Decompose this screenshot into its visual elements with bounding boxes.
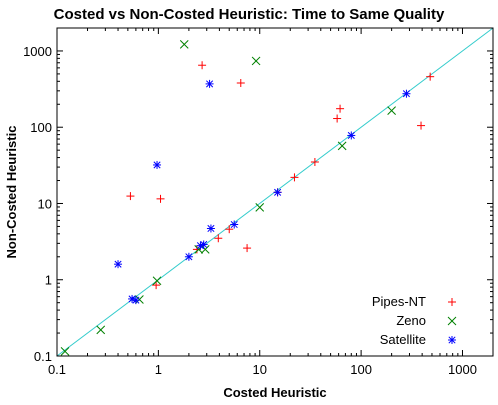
plot-frame <box>56 27 494 357</box>
data-point <box>225 225 234 234</box>
data-point <box>198 61 207 70</box>
data-point <box>402 89 411 98</box>
data-point <box>205 79 214 88</box>
data-point <box>152 276 162 286</box>
data-point <box>114 260 123 269</box>
x-axis-label: Costed Heuristic <box>223 385 326 400</box>
y-tick-label: 10 <box>38 196 52 211</box>
data-point <box>243 244 252 253</box>
data-point <box>152 281 161 290</box>
data-point <box>336 104 345 113</box>
axis-ticks <box>56 27 494 357</box>
data-point <box>236 79 245 88</box>
data-point <box>200 245 210 254</box>
data-point <box>387 106 396 115</box>
data-point <box>310 157 319 166</box>
data-point <box>179 40 189 49</box>
data-point <box>290 173 299 182</box>
x-tick-label: 0.1 <box>48 362 66 377</box>
data-point <box>60 347 70 356</box>
y-tick-label: 1000 <box>23 44 52 59</box>
data-point <box>126 192 135 201</box>
y-tick-label: 0.1 <box>34 349 52 364</box>
data-point <box>131 296 140 305</box>
data-point <box>333 114 342 123</box>
tick-labels: 0.1 1 10 100 1000 0.1 1 10 100 1000 <box>23 44 477 377</box>
y-tick-label: 1 <box>45 273 52 288</box>
x-tick-label: 100 <box>350 362 372 377</box>
data-point <box>255 202 265 212</box>
data-point <box>347 131 356 140</box>
chart-title: Costed vs Non-Costed Heuristic: Time to … <box>54 6 445 23</box>
data-point <box>251 56 261 66</box>
y-tick-label: 100 <box>30 120 52 135</box>
legend-label: Zeno <box>396 313 426 328</box>
data-point <box>214 234 223 243</box>
legend-marker <box>448 336 456 344</box>
series-satellite <box>114 79 411 305</box>
y-axis-label: Non-Costed Heuristic <box>4 126 19 259</box>
x-tick-label: 1000 <box>448 362 477 377</box>
data-point <box>337 141 347 151</box>
x-tick-label: 1 <box>155 362 162 377</box>
legend-marker <box>448 298 456 306</box>
data-point <box>192 245 201 254</box>
data-point <box>153 160 162 169</box>
legend-label: Satellite <box>380 332 426 347</box>
data-point <box>273 188 282 197</box>
data-point <box>156 194 165 203</box>
data-point <box>230 220 239 229</box>
series-zeno <box>60 40 396 356</box>
legend-label: Pipes-NT <box>372 294 426 309</box>
data-point <box>135 295 144 304</box>
data-point <box>206 224 215 233</box>
data-point <box>417 121 426 130</box>
legend: Pipes-NT Zeno Satellite <box>372 294 457 347</box>
data-point <box>184 252 193 261</box>
series-pipes-nt <box>126 61 435 290</box>
data-points <box>60 40 435 356</box>
data-point <box>96 325 106 335</box>
data-point <box>199 240 208 249</box>
x-tick-label: 10 <box>253 362 267 377</box>
data-point <box>426 72 435 81</box>
legend-marker <box>447 316 457 326</box>
